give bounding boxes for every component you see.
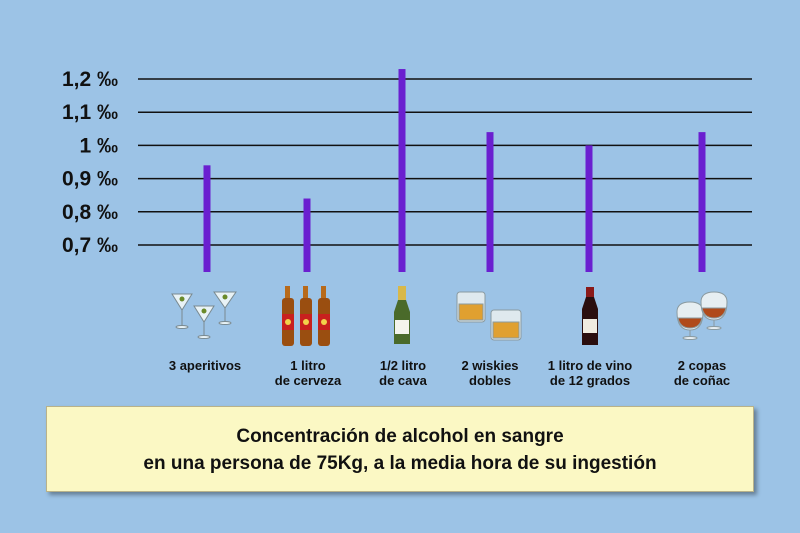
category-label-cerveza: 1 litro de cerveza — [274, 358, 342, 388]
gridlines — [138, 78, 752, 246]
category-label-wiskies: 2 wiskies dobles — [461, 358, 519, 388]
category-label-cava: 1/2 litro de cava — [379, 358, 427, 388]
bar — [585, 145, 593, 272]
bar — [486, 132, 494, 272]
wine-bottle-icon — [582, 287, 598, 345]
bars — [203, 69, 706, 272]
caption-box: Concentración de alcohol en sangre en un… — [46, 406, 754, 492]
y-tick-label: 1,2 ‰ — [62, 68, 118, 91]
cognac-glasses-icon — [676, 291, 728, 340]
caption-line-2: en una persona de 75Kg, a la media hora … — [143, 453, 657, 474]
y-tick-label: 1 ‰ — [79, 134, 118, 157]
category-label-vino: 1 litro de vino de 12 grados — [547, 358, 633, 388]
bar — [398, 69, 406, 272]
bar-chart: 0,7 ‰ 0,8 ‰ 0,9 ‰ 1 ‰ 1,1 ‰ 1,2 ‰ — [62, 68, 752, 272]
bar — [203, 165, 211, 272]
whisky-glasses-icon — [456, 291, 522, 341]
y-tick-label: 0,7 ‰ — [62, 234, 118, 257]
y-tick-label: 1,1 ‰ — [62, 101, 118, 124]
champagne-bottle-icon — [394, 286, 410, 344]
bar — [303, 198, 311, 272]
category-label-conac: 2 copas de coñac — [673, 358, 731, 388]
y-tick-label: 0,8 ‰ — [62, 201, 118, 224]
caption-line-1: Concentración de alcohol en sangre — [236, 426, 564, 447]
y-tick-label: 0,9 ‰ — [62, 168, 118, 191]
y-axis-ticks: 0,7 ‰ 0,8 ‰ 0,9 ‰ 1 ‰ 1,1 ‰ 1,2 ‰ — [62, 68, 118, 257]
beer-bottles-icon — [282, 286, 330, 346]
martini-glasses-icon — [171, 291, 237, 339]
category-label-aperitivos: 3 aperitivos — [168, 358, 242, 373]
bar — [698, 132, 706, 272]
